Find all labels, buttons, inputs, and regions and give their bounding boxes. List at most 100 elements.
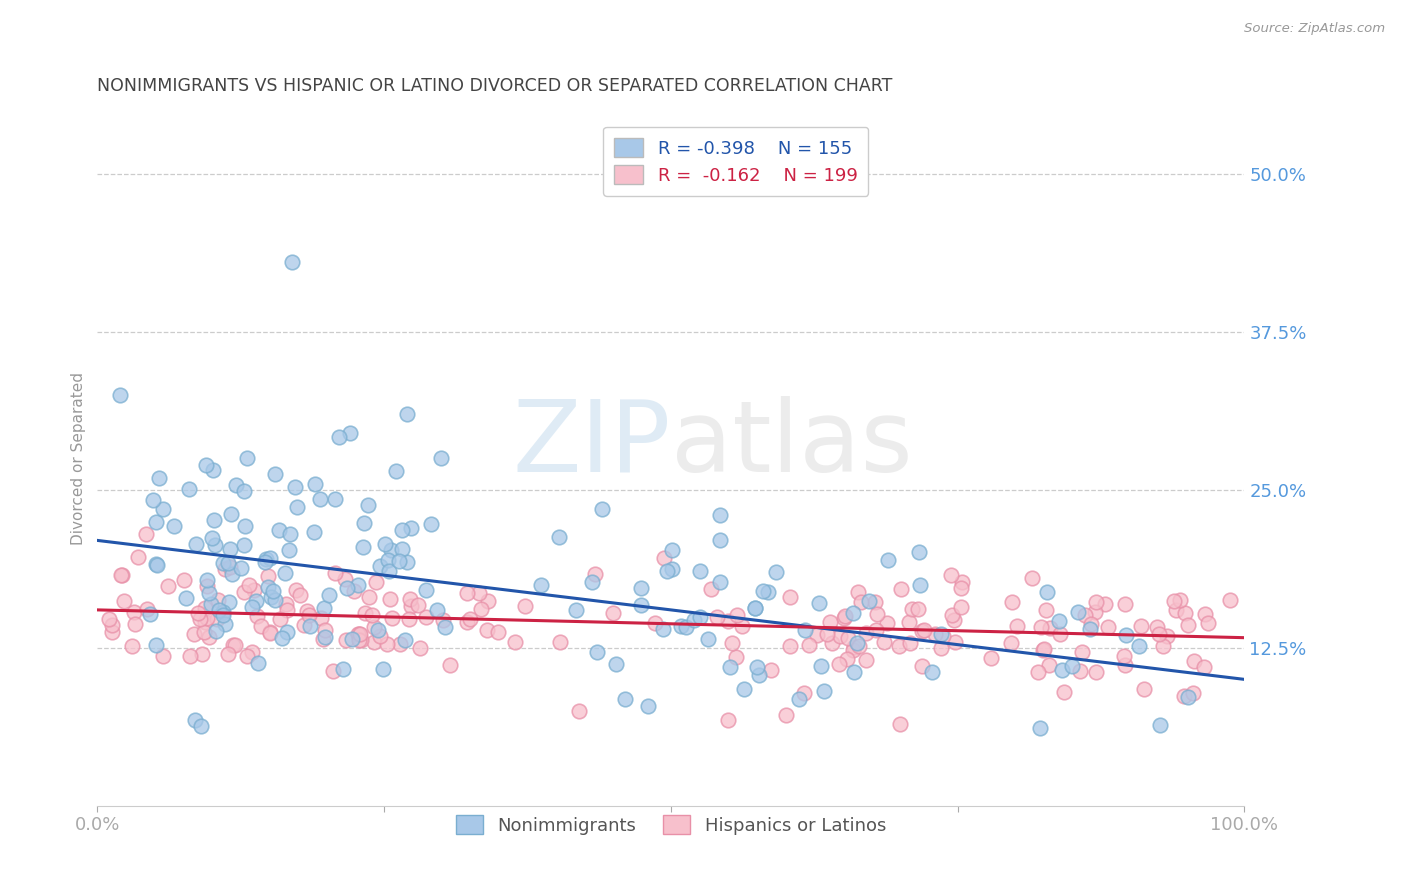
Point [1115, 627, 1137, 641]
Point [318, 589, 340, 603]
Point [157, 579, 180, 593]
Point [218, 595, 240, 609]
Point [477, 623, 499, 637]
Point [314, 623, 336, 637]
Point [1001, 595, 1024, 609]
Point [630, 582, 652, 596]
Point [1031, 620, 1053, 634]
Point [311, 632, 333, 647]
Point [1000, 636, 1022, 650]
Point [190, 719, 212, 733]
Point [530, 578, 553, 592]
Point [101, 624, 124, 639]
Point [148, 471, 170, 485]
Point [380, 542, 402, 557]
Point [866, 607, 889, 621]
Point [145, 516, 167, 530]
Point [709, 508, 731, 522]
Point [235, 519, 257, 533]
Point [1194, 607, 1216, 621]
Point [614, 691, 637, 706]
Point [184, 537, 207, 551]
Point [245, 594, 267, 608]
Y-axis label: Divorced or Separated: Divorced or Separated [72, 372, 86, 545]
Point [717, 713, 740, 727]
Point [388, 637, 411, 651]
Point [298, 619, 321, 633]
Point [806, 628, 828, 642]
Point [799, 638, 821, 652]
Point [278, 543, 301, 558]
Point [257, 569, 280, 583]
Point [842, 642, 865, 657]
Point [347, 627, 370, 641]
Point [675, 620, 697, 634]
Point [1128, 639, 1150, 653]
Point [288, 588, 311, 602]
Point [1174, 606, 1197, 620]
Point [194, 601, 217, 615]
Point [353, 516, 375, 531]
Legend: Nonimmigrants, Hispanics or Latinos: Nonimmigrants, Hispanics or Latinos [449, 808, 893, 842]
Point [259, 551, 281, 566]
Point [793, 685, 815, 699]
Point [661, 562, 683, 576]
Point [652, 622, 675, 636]
Point [834, 608, 856, 623]
Point [1192, 660, 1215, 674]
Point [259, 625, 281, 640]
Point [468, 586, 491, 600]
Point [433, 619, 456, 633]
Point [1084, 605, 1107, 619]
Point [731, 619, 754, 633]
Point [837, 631, 859, 645]
Point [565, 603, 588, 617]
Point [212, 556, 235, 570]
Point [1021, 571, 1043, 585]
Point [302, 524, 325, 539]
Point [591, 501, 613, 516]
Point [815, 627, 838, 641]
Point [581, 575, 603, 590]
Point [1074, 608, 1097, 623]
Point [889, 716, 911, 731]
Point [135, 526, 157, 541]
Point [950, 574, 973, 589]
Point [183, 626, 205, 640]
Point [1177, 617, 1199, 632]
Point [426, 603, 449, 617]
Point [700, 582, 723, 596]
Point [630, 598, 652, 612]
Point [233, 585, 256, 599]
Point [236, 648, 259, 663]
Point [271, 631, 294, 645]
Point [377, 553, 399, 567]
Point [818, 615, 841, 630]
Point [399, 592, 422, 607]
Point [873, 635, 896, 649]
Point [932, 629, 955, 643]
Point [828, 657, 851, 672]
Point [179, 648, 201, 663]
Point [644, 616, 666, 631]
Point [709, 575, 731, 590]
Point [367, 623, 389, 637]
Point [325, 566, 347, 580]
Point [865, 623, 887, 637]
Point [794, 624, 817, 638]
Point [231, 560, 253, 574]
Point [432, 613, 454, 627]
Point [761, 663, 783, 677]
Point [912, 623, 935, 637]
Point [717, 614, 740, 628]
Text: NONIMMIGRANTS VS HISPANIC OR LATINO DIVORCED OR SEPARATED CORRELATION CHART: NONIMMIGRANTS VS HISPANIC OR LATINO DIVO… [97, 78, 893, 95]
Point [388, 554, 411, 568]
Text: atlas: atlas [671, 396, 912, 493]
Point [1164, 603, 1187, 617]
Point [1050, 663, 1073, 677]
Point [1078, 622, 1101, 636]
Point [145, 557, 167, 571]
Point [585, 645, 607, 659]
Point [898, 615, 921, 629]
Point [214, 616, 236, 631]
